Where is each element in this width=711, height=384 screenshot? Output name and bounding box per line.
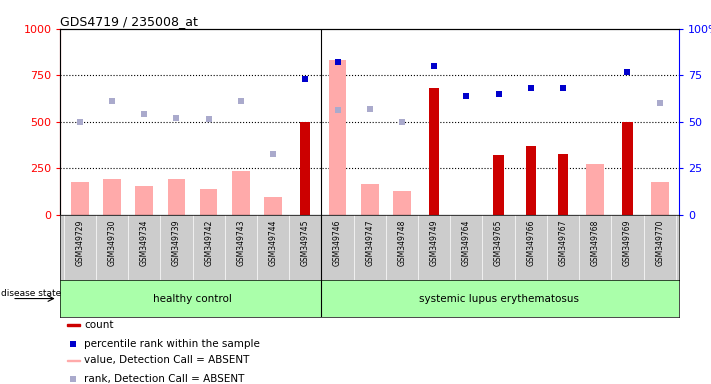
Text: GDS4719 / 235008_at: GDS4719 / 235008_at xyxy=(60,15,198,28)
Text: GSM349768: GSM349768 xyxy=(591,220,600,266)
Text: value, Detection Call = ABSENT: value, Detection Call = ABSENT xyxy=(85,355,250,365)
Text: GSM349765: GSM349765 xyxy=(494,220,503,266)
Text: GSM349749: GSM349749 xyxy=(429,220,439,266)
Bar xyxy=(300,122,311,215)
Bar xyxy=(168,179,186,215)
Bar xyxy=(328,60,346,215)
Text: GSM349747: GSM349747 xyxy=(365,220,374,266)
Bar xyxy=(493,156,503,215)
Text: GSM349748: GSM349748 xyxy=(397,220,407,266)
Text: GSM349767: GSM349767 xyxy=(559,220,567,266)
Text: GSM349766: GSM349766 xyxy=(526,220,535,266)
Bar xyxy=(651,182,668,215)
Text: GSM349734: GSM349734 xyxy=(139,220,149,266)
Bar xyxy=(587,164,604,215)
Bar xyxy=(622,122,633,215)
Bar xyxy=(558,154,568,215)
Text: healthy control: healthy control xyxy=(153,293,232,304)
Bar xyxy=(232,171,250,215)
Text: GSM349739: GSM349739 xyxy=(172,220,181,266)
Text: GSM349730: GSM349730 xyxy=(107,220,117,266)
Text: systemic lupus erythematosus: systemic lupus erythematosus xyxy=(419,293,579,304)
Bar xyxy=(393,191,411,215)
Text: GSM349764: GSM349764 xyxy=(462,220,471,266)
FancyBboxPatch shape xyxy=(67,324,80,326)
Text: count: count xyxy=(85,320,114,330)
Text: GSM349744: GSM349744 xyxy=(269,220,277,266)
Text: GSM349769: GSM349769 xyxy=(623,220,632,266)
Text: rank, Detection Call = ABSENT: rank, Detection Call = ABSENT xyxy=(85,374,245,384)
Bar xyxy=(429,88,439,215)
Text: GSM349770: GSM349770 xyxy=(655,220,664,266)
Bar xyxy=(525,146,536,215)
Bar xyxy=(103,179,121,215)
Bar xyxy=(361,184,378,215)
FancyBboxPatch shape xyxy=(67,360,80,361)
Text: GSM349745: GSM349745 xyxy=(301,220,310,266)
Text: percentile rank within the sample: percentile rank within the sample xyxy=(85,339,260,349)
Bar xyxy=(264,197,282,215)
Bar xyxy=(135,186,153,215)
Bar xyxy=(200,189,218,215)
Text: GSM349743: GSM349743 xyxy=(236,220,245,266)
Text: GSM349742: GSM349742 xyxy=(204,220,213,266)
Text: GSM349746: GSM349746 xyxy=(333,220,342,266)
Text: GSM349729: GSM349729 xyxy=(75,220,85,266)
Bar xyxy=(71,182,89,215)
Text: disease state: disease state xyxy=(1,290,61,298)
